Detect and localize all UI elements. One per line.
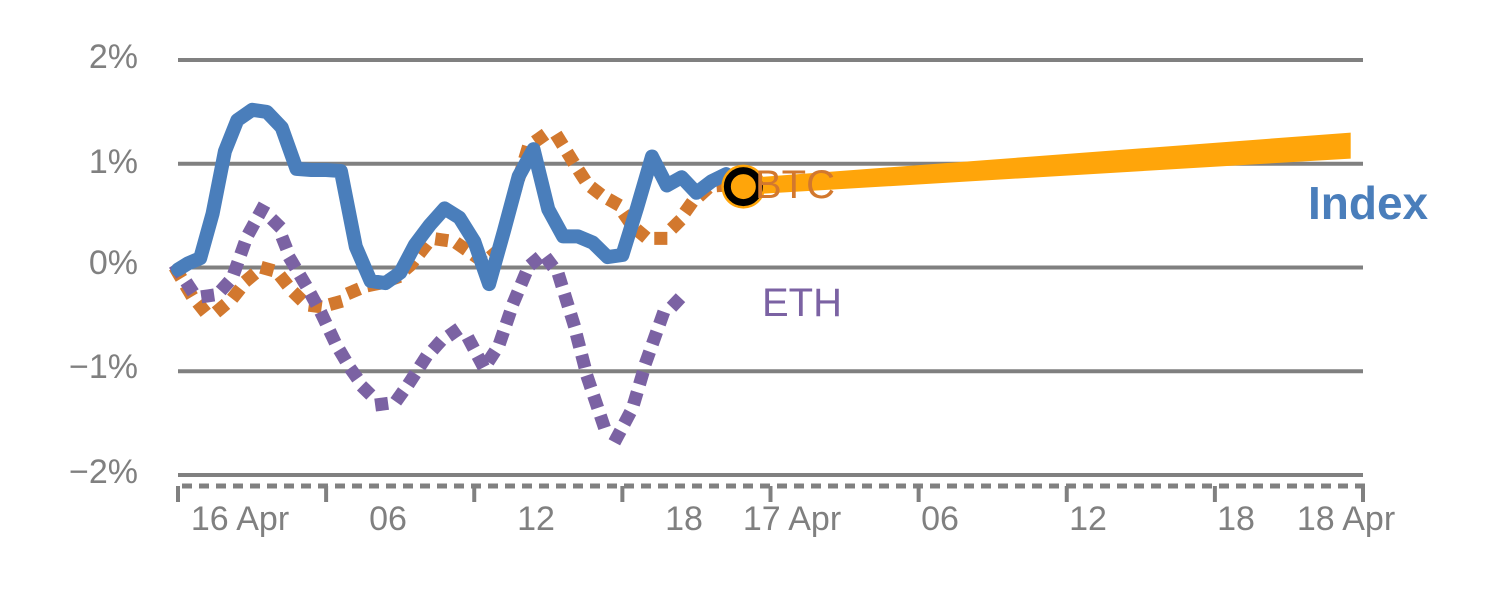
x-tick-label-06a: 06 [369,500,407,538]
y-tick-label-neg1pct: −1% [69,348,138,386]
y-tick-label-2pct: 2% [88,38,138,76]
x-tick-label-18b: 18 [1217,500,1255,538]
x-tick-label-06b: 06 [921,500,959,538]
x-tick-label-18a: 18 [665,500,703,538]
data-series [168,102,748,444]
series-label-btc: BTC [755,163,835,207]
forecast-wedge [743,132,1351,195]
x-tick-label-12b: 12 [1069,500,1107,538]
x-tick-label-12a: 12 [517,500,555,538]
x-tick-label-16apr: 16 Apr [190,500,290,538]
x-tick-label-17apr: 17 Apr [742,500,842,538]
y-tick-label-0pct: 0% [88,244,138,282]
gridlines [178,58,1363,477]
current-point-marker[interactable] [721,164,766,209]
series-label-eth: ETH [762,281,842,325]
y-tick-label-1pct: 1% [88,143,138,181]
series-label-index: Index [1308,177,1429,229]
x-axis [176,483,1365,502]
x-tick-label-18apr: 18 Apr [1296,500,1396,538]
y-tick-label-neg2pct: −2% [69,453,138,491]
